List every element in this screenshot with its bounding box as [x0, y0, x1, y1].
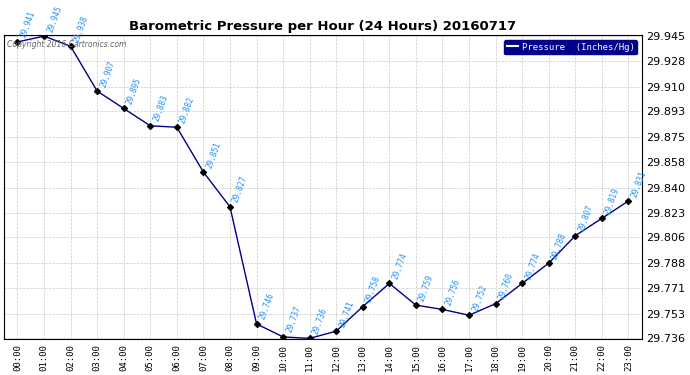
Text: Copyright 2016 Cartronics.com: Copyright 2016 Cartronics.com	[8, 40, 127, 49]
Text: 29.907: 29.907	[99, 59, 117, 88]
Text: 29.752: 29.752	[471, 283, 489, 312]
Text: 29.788: 29.788	[550, 231, 568, 260]
Text: 29.737: 29.737	[284, 305, 302, 334]
Text: 29.882: 29.882	[178, 95, 196, 124]
Text: 29.736: 29.736	[311, 306, 329, 336]
Text: 29.746: 29.746	[258, 292, 276, 321]
Text: 29.945: 29.945	[46, 4, 63, 33]
Text: 29.774: 29.774	[524, 252, 542, 280]
Text: 29.759: 29.759	[417, 273, 435, 302]
Text: 29.774: 29.774	[391, 252, 408, 280]
Text: 29.938: 29.938	[72, 14, 90, 44]
Text: 29.941: 29.941	[19, 10, 37, 39]
Text: 29.895: 29.895	[125, 76, 143, 106]
Text: 29.807: 29.807	[577, 204, 595, 233]
Text: 29.819: 29.819	[603, 186, 621, 216]
Text: 29.756: 29.756	[444, 278, 462, 307]
Text: 29.851: 29.851	[205, 140, 223, 169]
Title: Barometric Pressure per Hour (24 Hours) 20160717: Barometric Pressure per Hour (24 Hours) …	[130, 20, 517, 33]
Text: 29.831: 29.831	[630, 169, 648, 198]
Text: 29.741: 29.741	[337, 299, 355, 328]
Text: 29.758: 29.758	[364, 274, 382, 304]
Text: 29.760: 29.760	[497, 272, 515, 301]
Text: 29.883: 29.883	[152, 94, 170, 123]
Text: 29.827: 29.827	[231, 175, 249, 204]
Legend: Pressure  (Inches/Hg): Pressure (Inches/Hg)	[504, 40, 637, 54]
